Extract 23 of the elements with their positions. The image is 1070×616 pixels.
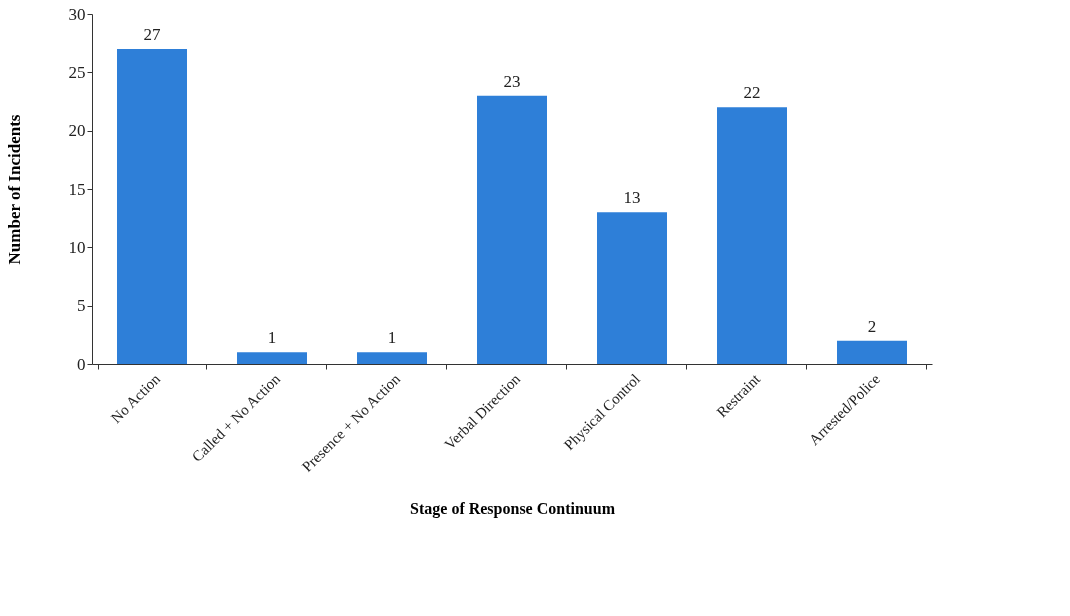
bar (837, 340, 907, 364)
bar (117, 49, 187, 364)
y-tick-label: 10 (68, 237, 86, 257)
y-tick-label: 25 (68, 62, 86, 82)
y-axis-title: Number of Incidents (4, 114, 24, 265)
y-tick-label: 20 (68, 121, 86, 141)
y-tick-label: 0 (77, 354, 86, 374)
x-axis-title: Stage of Response Continuum (410, 499, 616, 518)
data-label: 2 (867, 316, 877, 336)
bar (357, 352, 427, 364)
y-tick-label: 15 (68, 179, 86, 199)
data-label: 22 (743, 83, 761, 103)
bar (597, 212, 667, 364)
data-label: 13 (623, 188, 641, 208)
data-label: 1 (267, 328, 277, 348)
bar (477, 95, 547, 364)
bar (717, 107, 787, 364)
data-label: 23 (503, 71, 521, 91)
data-label: 1 (387, 328, 397, 348)
y-tick-label: 30 (68, 4, 86, 24)
bar (237, 352, 307, 364)
data-label: 27 (143, 25, 161, 44)
y-tick-label: 5 (77, 296, 86, 316)
